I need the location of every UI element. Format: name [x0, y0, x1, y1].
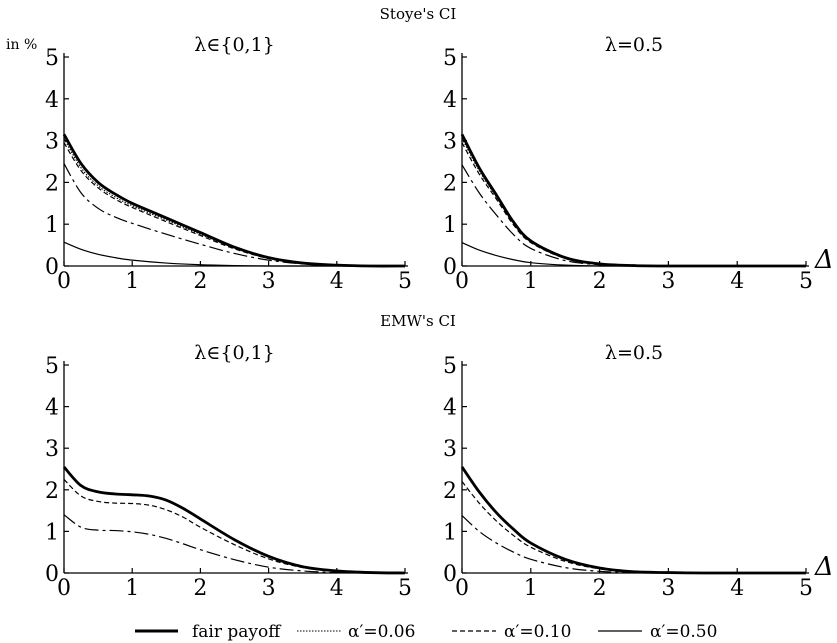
x-tick-label: 2	[193, 576, 207, 601]
panel-label: λ=0.5	[605, 342, 663, 364]
y-tick-label: 3	[45, 130, 59, 155]
x-tick-label: 1	[524, 269, 538, 294]
x-tick-label: 3	[661, 576, 675, 601]
x-tick-label: 5	[799, 576, 813, 601]
series-line-0-50	[461, 515, 806, 574]
x-tick-label: 4	[730, 576, 744, 601]
y-tick-label: 1	[443, 213, 457, 238]
y-tick-label: 0	[443, 562, 457, 587]
x-tick-label: 3	[262, 576, 276, 601]
y-tick-label: 4	[45, 396, 59, 421]
x-tick-label: 3	[262, 269, 276, 294]
y-tick-label: 4	[443, 88, 457, 113]
legend-label-alpha-050: α′=0.50	[650, 622, 717, 642]
y-tick-label: 5	[443, 354, 457, 379]
y-tick-label: 2	[443, 171, 457, 196]
x-tick-label: 1	[125, 269, 139, 294]
y-tick-label: 0	[45, 562, 59, 587]
x-tick-label: 0	[455, 269, 469, 294]
series-line-0-50	[63, 514, 406, 574]
x-tick-label: 2	[593, 576, 607, 601]
series-line-0-50	[461, 164, 806, 267]
section-title-top: Stoye's CI	[380, 5, 457, 23]
series-line-0-50	[63, 163, 406, 267]
series-line-fair-payoff	[62, 133, 406, 268]
y-tick-label: 0	[45, 255, 59, 280]
panel-emw-lambda-01: 0 1 2 3 4 5 0 1 2 3 4 5 λ∈{0,1}	[45, 342, 412, 601]
x-tick-label: 5	[398, 269, 412, 294]
y-tick-label: 1	[45, 520, 59, 545]
legend-label-alpha-010: α′=0.10	[504, 622, 571, 642]
y-tick-label: 1	[45, 213, 59, 238]
series-line-unlabeled	[63, 241, 405, 267]
y-tick-label: 5	[443, 46, 457, 71]
y-tick-label: 4	[443, 396, 457, 421]
x-tick-label: 1	[125, 576, 139, 601]
y-tick-label: 4	[45, 88, 59, 113]
y-tick-label: 0	[443, 255, 457, 280]
panel-label: λ∈{0,1}	[194, 342, 275, 364]
y-tick-label: 1	[443, 520, 457, 545]
series-line-fair-payoff	[460, 466, 806, 575]
series-line-0-10	[461, 142, 806, 267]
y-tick-label: 3	[443, 437, 457, 462]
x-tick-label: 0	[57, 576, 71, 601]
x-tick-label: 3	[661, 269, 675, 294]
panel-emw-lambda-05: 0 1 2 3 4 5 0 1 2 3 4 5 λ=0.5 Δ	[443, 342, 834, 601]
y-tick-label: 2	[45, 479, 59, 504]
section-title-bottom: EMW's CI	[380, 312, 456, 330]
series-line-fair-payoff	[62, 465, 406, 575]
x-tick-label: 4	[330, 576, 344, 601]
series-line-0-10	[63, 142, 406, 267]
panel-label: λ=0.5	[605, 34, 663, 56]
y-tick-label: 5	[45, 354, 59, 379]
y-unit-label: in %	[6, 37, 37, 53]
x-tick-label: 5	[398, 576, 412, 601]
x-tick-label: 5	[799, 269, 813, 294]
series-line-fair-payoff	[460, 133, 806, 268]
series-line-unlabeled	[461, 242, 806, 267]
legend: fair payoff α′=0.06 α′=0.10 α′=0.50	[135, 622, 717, 642]
x-tick-label: 1	[524, 576, 538, 601]
y-tick-label: 5	[45, 46, 59, 71]
x-axis-symbol: Δ	[814, 245, 834, 275]
y-tick-label: 3	[443, 130, 457, 155]
series-line-0-10	[461, 481, 806, 574]
panel-label: λ∈{0,1}	[194, 34, 275, 56]
legend-label-fair-payoff: fair payoff	[192, 622, 282, 642]
y-tick-label: 2	[443, 479, 457, 504]
x-tick-label: 2	[593, 269, 607, 294]
series-line-0-10	[63, 478, 406, 574]
series-line-0-06	[461, 138, 806, 267]
y-tick-label: 2	[45, 171, 59, 196]
x-tick-label: 0	[57, 269, 71, 294]
legend-label-alpha-006: α′=0.06	[348, 622, 415, 642]
x-axis-symbol: Δ	[814, 552, 834, 582]
x-tick-label: 4	[730, 269, 744, 294]
x-tick-label: 2	[193, 269, 207, 294]
y-tick-label: 3	[45, 437, 59, 462]
x-tick-label: 4	[330, 269, 344, 294]
panel-stoye-lambda-05: 0 1 2 3 4 5 0 1 2 3 4 5 λ=0.5 Δ	[443, 34, 834, 294]
panel-stoye-lambda-01: 0 1 2 3 4 5 0 1 2 3 4 5 λ∈{0,1}	[45, 34, 412, 294]
x-tick-label: 0	[455, 576, 469, 601]
